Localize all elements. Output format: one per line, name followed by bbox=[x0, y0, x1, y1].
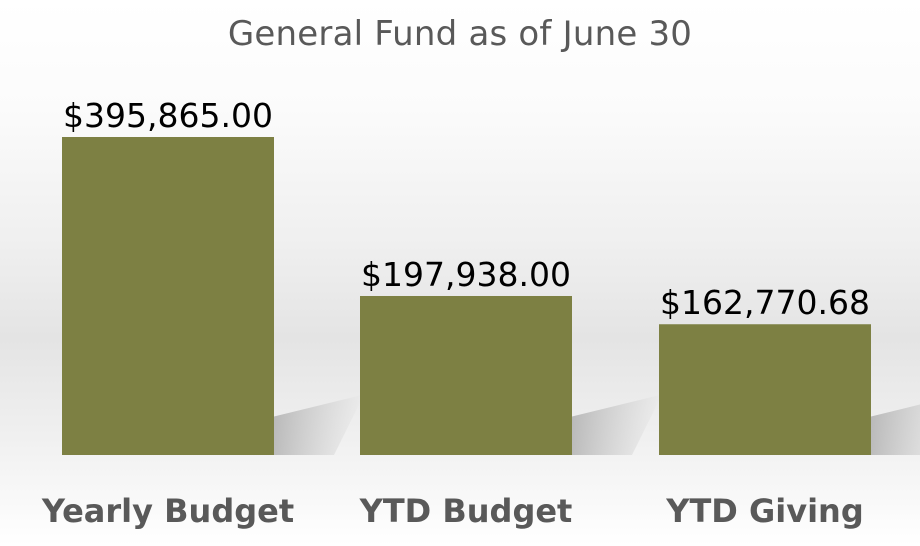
chart-title: General Fund as of June 30 bbox=[227, 14, 693, 54]
bar-yearly-budget bbox=[62, 137, 274, 455]
bar-shadow-ytd-giving bbox=[871, 404, 920, 455]
category-labels-group: Yearly Budget YTD Budget YTD Giving bbox=[41, 492, 864, 530]
value-label-ytd-giving: $162,770.68 bbox=[660, 283, 870, 322]
value-label-ytd-budget: $197,938.00 bbox=[361, 255, 571, 294]
bar-shadow-yearly-budget bbox=[274, 394, 364, 455]
category-label-yearly-budget: Yearly Budget bbox=[41, 492, 294, 530]
bar-shadows bbox=[274, 394, 920, 455]
value-labels-group: $395,865.00 $197,938.00 $162,770.68 bbox=[63, 96, 870, 322]
bar-ytd-giving bbox=[659, 324, 871, 455]
bar-shadow-ytd-budget bbox=[572, 394, 662, 455]
category-label-ytd-giving: YTD Giving bbox=[665, 492, 863, 530]
category-label-ytd-budget: YTD Budget bbox=[359, 492, 573, 530]
value-label-yearly-budget: $395,865.00 bbox=[63, 96, 273, 135]
bar-ytd-budget bbox=[360, 295, 572, 455]
bars-group bbox=[62, 137, 871, 455]
